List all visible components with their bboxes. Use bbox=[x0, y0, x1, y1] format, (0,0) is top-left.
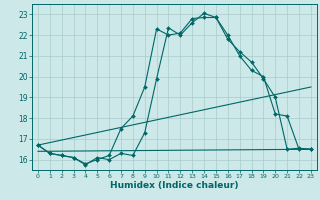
X-axis label: Humidex (Indice chaleur): Humidex (Indice chaleur) bbox=[110, 181, 239, 190]
